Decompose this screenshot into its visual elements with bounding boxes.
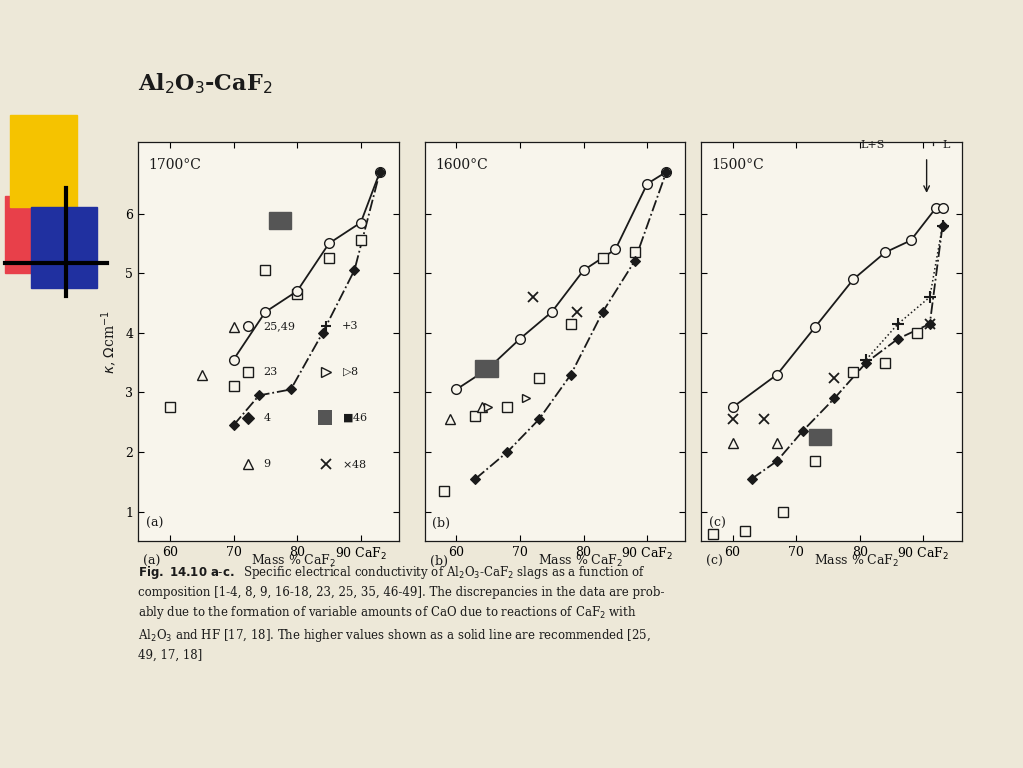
Bar [476,360,498,377]
Text: 1700°C: 1700°C [148,158,202,172]
Text: 1600°C: 1600°C [435,158,488,172]
Text: 1500°C: 1500°C [711,158,764,172]
Text: $\triangleright$8: $\triangleright$8 [342,366,358,378]
Text: Mass % CaF$_2$: Mass % CaF$_2$ [538,552,623,568]
Bar [268,213,291,229]
Bar [318,410,332,425]
Text: 4: 4 [263,412,270,422]
Text: Mass % CaF$_2$: Mass % CaF$_2$ [814,552,899,568]
Text: (a): (a) [146,516,164,529]
Text: (c): (c) [706,554,722,568]
Text: (b): (b) [433,516,450,529]
Text: (c): (c) [709,516,725,529]
Text: 9: 9 [263,458,270,468]
Text: $\blacksquare$46: $\blacksquare$46 [342,412,367,424]
Text: L+S: L+S [860,140,885,150]
Text: (a): (a) [143,554,161,568]
Text: Mass % CaF$_2$: Mass % CaF$_2$ [252,552,337,568]
Text: $\bf{Fig.\ 14.10\ a\text{-}c.}$  Specific electrical conductivity of Al$_2$O$_3$: $\bf{Fig.\ 14.10\ a\text{-}c.}$ Specific… [138,564,665,661]
Text: 23: 23 [263,366,277,377]
Text: 25,49: 25,49 [263,321,296,331]
Bar [809,429,832,445]
Text: L: L [942,140,949,150]
Text: Al$_2$O$_3$-CaF$_2$: Al$_2$O$_3$-CaF$_2$ [138,71,272,96]
Text: (b): (b) [430,554,448,568]
Y-axis label: $\kappa$, $\Omega$cm$^{-1}$: $\kappa$, $\Omega$cm$^{-1}$ [99,310,120,374]
Text: $\times$48: $\times$48 [342,458,366,469]
Text: +3: +3 [342,321,358,331]
